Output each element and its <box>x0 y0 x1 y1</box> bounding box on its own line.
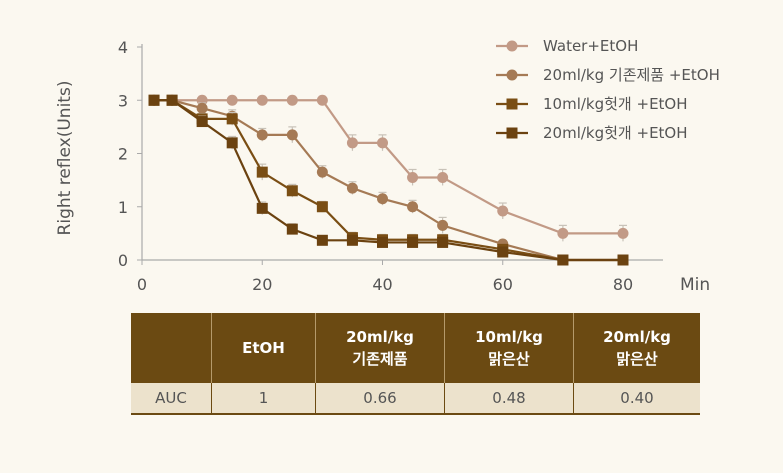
x-tick-label: 20 <box>252 275 272 294</box>
data-point <box>617 254 629 266</box>
legend-label: 20ml/kg 기존제품 +EtOH <box>543 66 720 84</box>
data-point <box>437 219 449 231</box>
legend-label: 20ml/kg헛개 +EtOH <box>543 124 688 142</box>
data-point <box>407 171 419 183</box>
data-point <box>196 116 208 128</box>
data-point <box>226 113 238 125</box>
auc-table: EtOH 20ml/kg 기존제품 10ml/kg 맑은산 20ml/kg 맑은산 A… <box>131 313 700 415</box>
series-4 <box>148 94 629 266</box>
series-line <box>154 99 623 235</box>
data-point <box>286 94 298 106</box>
x-axis-label: Min <box>680 275 710 295</box>
x-tick-label: 60 <box>493 275 513 294</box>
data-point <box>166 94 178 106</box>
data-point <box>256 94 268 106</box>
data-point <box>316 234 328 246</box>
auc-header-cell: 20ml/kg 기존제품 <box>315 313 445 383</box>
data-point <box>196 102 208 114</box>
data-point <box>497 246 509 258</box>
legend-marker <box>506 69 518 81</box>
y-tick-label: 4 <box>118 38 128 57</box>
y-tick-label: 3 <box>118 91 128 110</box>
legend-marker <box>506 40 518 52</box>
data-point <box>346 137 358 149</box>
auc-table-header-row: EtOH 20ml/kg 기존제품 10ml/kg 맑은산 20ml/kg 맑은산 <box>131 313 700 383</box>
data-point <box>407 236 419 248</box>
data-point <box>256 129 268 141</box>
legend-item: 20ml/kg헛개 +EtOH <box>496 124 688 142</box>
data-point <box>148 94 160 106</box>
header-line: 20ml/kg <box>603 328 671 346</box>
data-point <box>316 94 328 106</box>
legend-marker <box>506 127 518 139</box>
data-point <box>226 94 238 106</box>
legend-label: 10ml/kg헛개 +EtOH <box>543 95 688 113</box>
data-point <box>316 201 328 213</box>
data-point <box>316 166 328 178</box>
x-tick-label: 40 <box>372 275 392 294</box>
data-point <box>286 223 298 235</box>
auc-header-cell: 20ml/kg 맑은산 <box>573 313 700 383</box>
data-point <box>286 185 298 197</box>
data-point <box>557 254 569 266</box>
data-point <box>256 166 268 178</box>
data-point <box>617 227 629 239</box>
y-axis-label: Right reflex(Units) <box>55 81 75 236</box>
legend-item: 10ml/kg헛개 +EtOH <box>496 95 688 113</box>
legend-label: Water+EtOH <box>543 37 638 55</box>
y-tick-label: 0 <box>118 251 128 270</box>
data-point <box>437 171 449 183</box>
auc-row-label: AUC <box>131 383 212 415</box>
x-tick-label: 0 <box>137 275 147 294</box>
legend-item: Water+EtOH <box>496 37 638 55</box>
series-layer <box>148 94 629 266</box>
data-point <box>497 205 509 217</box>
y-tick-label: 2 <box>118 145 128 164</box>
data-point <box>557 227 569 239</box>
header-line: 20ml/kg <box>346 328 414 346</box>
auc-header-cell: EtOH <box>211 313 316 383</box>
header-line: EtOH <box>242 339 285 357</box>
auc-cell: 0.48 <box>444 383 574 415</box>
data-point <box>256 202 268 214</box>
auc-cell: 0.40 <box>573 383 700 415</box>
data-point <box>377 137 388 149</box>
auc-cell: 1 <box>211 383 316 415</box>
auc-header-cell <box>131 313 212 383</box>
data-point <box>346 234 358 246</box>
x-tick-label: 80 <box>613 275 633 294</box>
chart-legend: Water+EtOH 20ml/kg 기존제품 +EtOH 10ml/kg헛개 +E… <box>496 37 720 142</box>
data-point <box>226 137 238 149</box>
series-3 <box>148 94 629 266</box>
legend-item: 20ml/kg 기존제품 +EtOH <box>496 66 720 84</box>
auc-header-cell: 10ml/kg 맑은산 <box>444 313 574 383</box>
header-line: 맑은산 <box>488 350 530 368</box>
legend-marker <box>506 98 518 110</box>
data-point <box>437 236 449 248</box>
auc-table-row: AUC 1 0.66 0.48 0.40 <box>131 383 700 415</box>
data-point <box>407 201 419 213</box>
header-line: 맑은산 <box>616 350 658 368</box>
data-point <box>286 129 298 141</box>
auc-cell: 0.66 <box>315 383 445 415</box>
series-1 <box>148 94 629 242</box>
data-point <box>377 193 388 205</box>
header-line: 10ml/kg <box>475 328 543 346</box>
data-point <box>346 182 358 194</box>
y-tick-label: 1 <box>118 198 128 217</box>
header-line: 기존제품 <box>352 350 408 368</box>
data-point <box>377 236 388 248</box>
